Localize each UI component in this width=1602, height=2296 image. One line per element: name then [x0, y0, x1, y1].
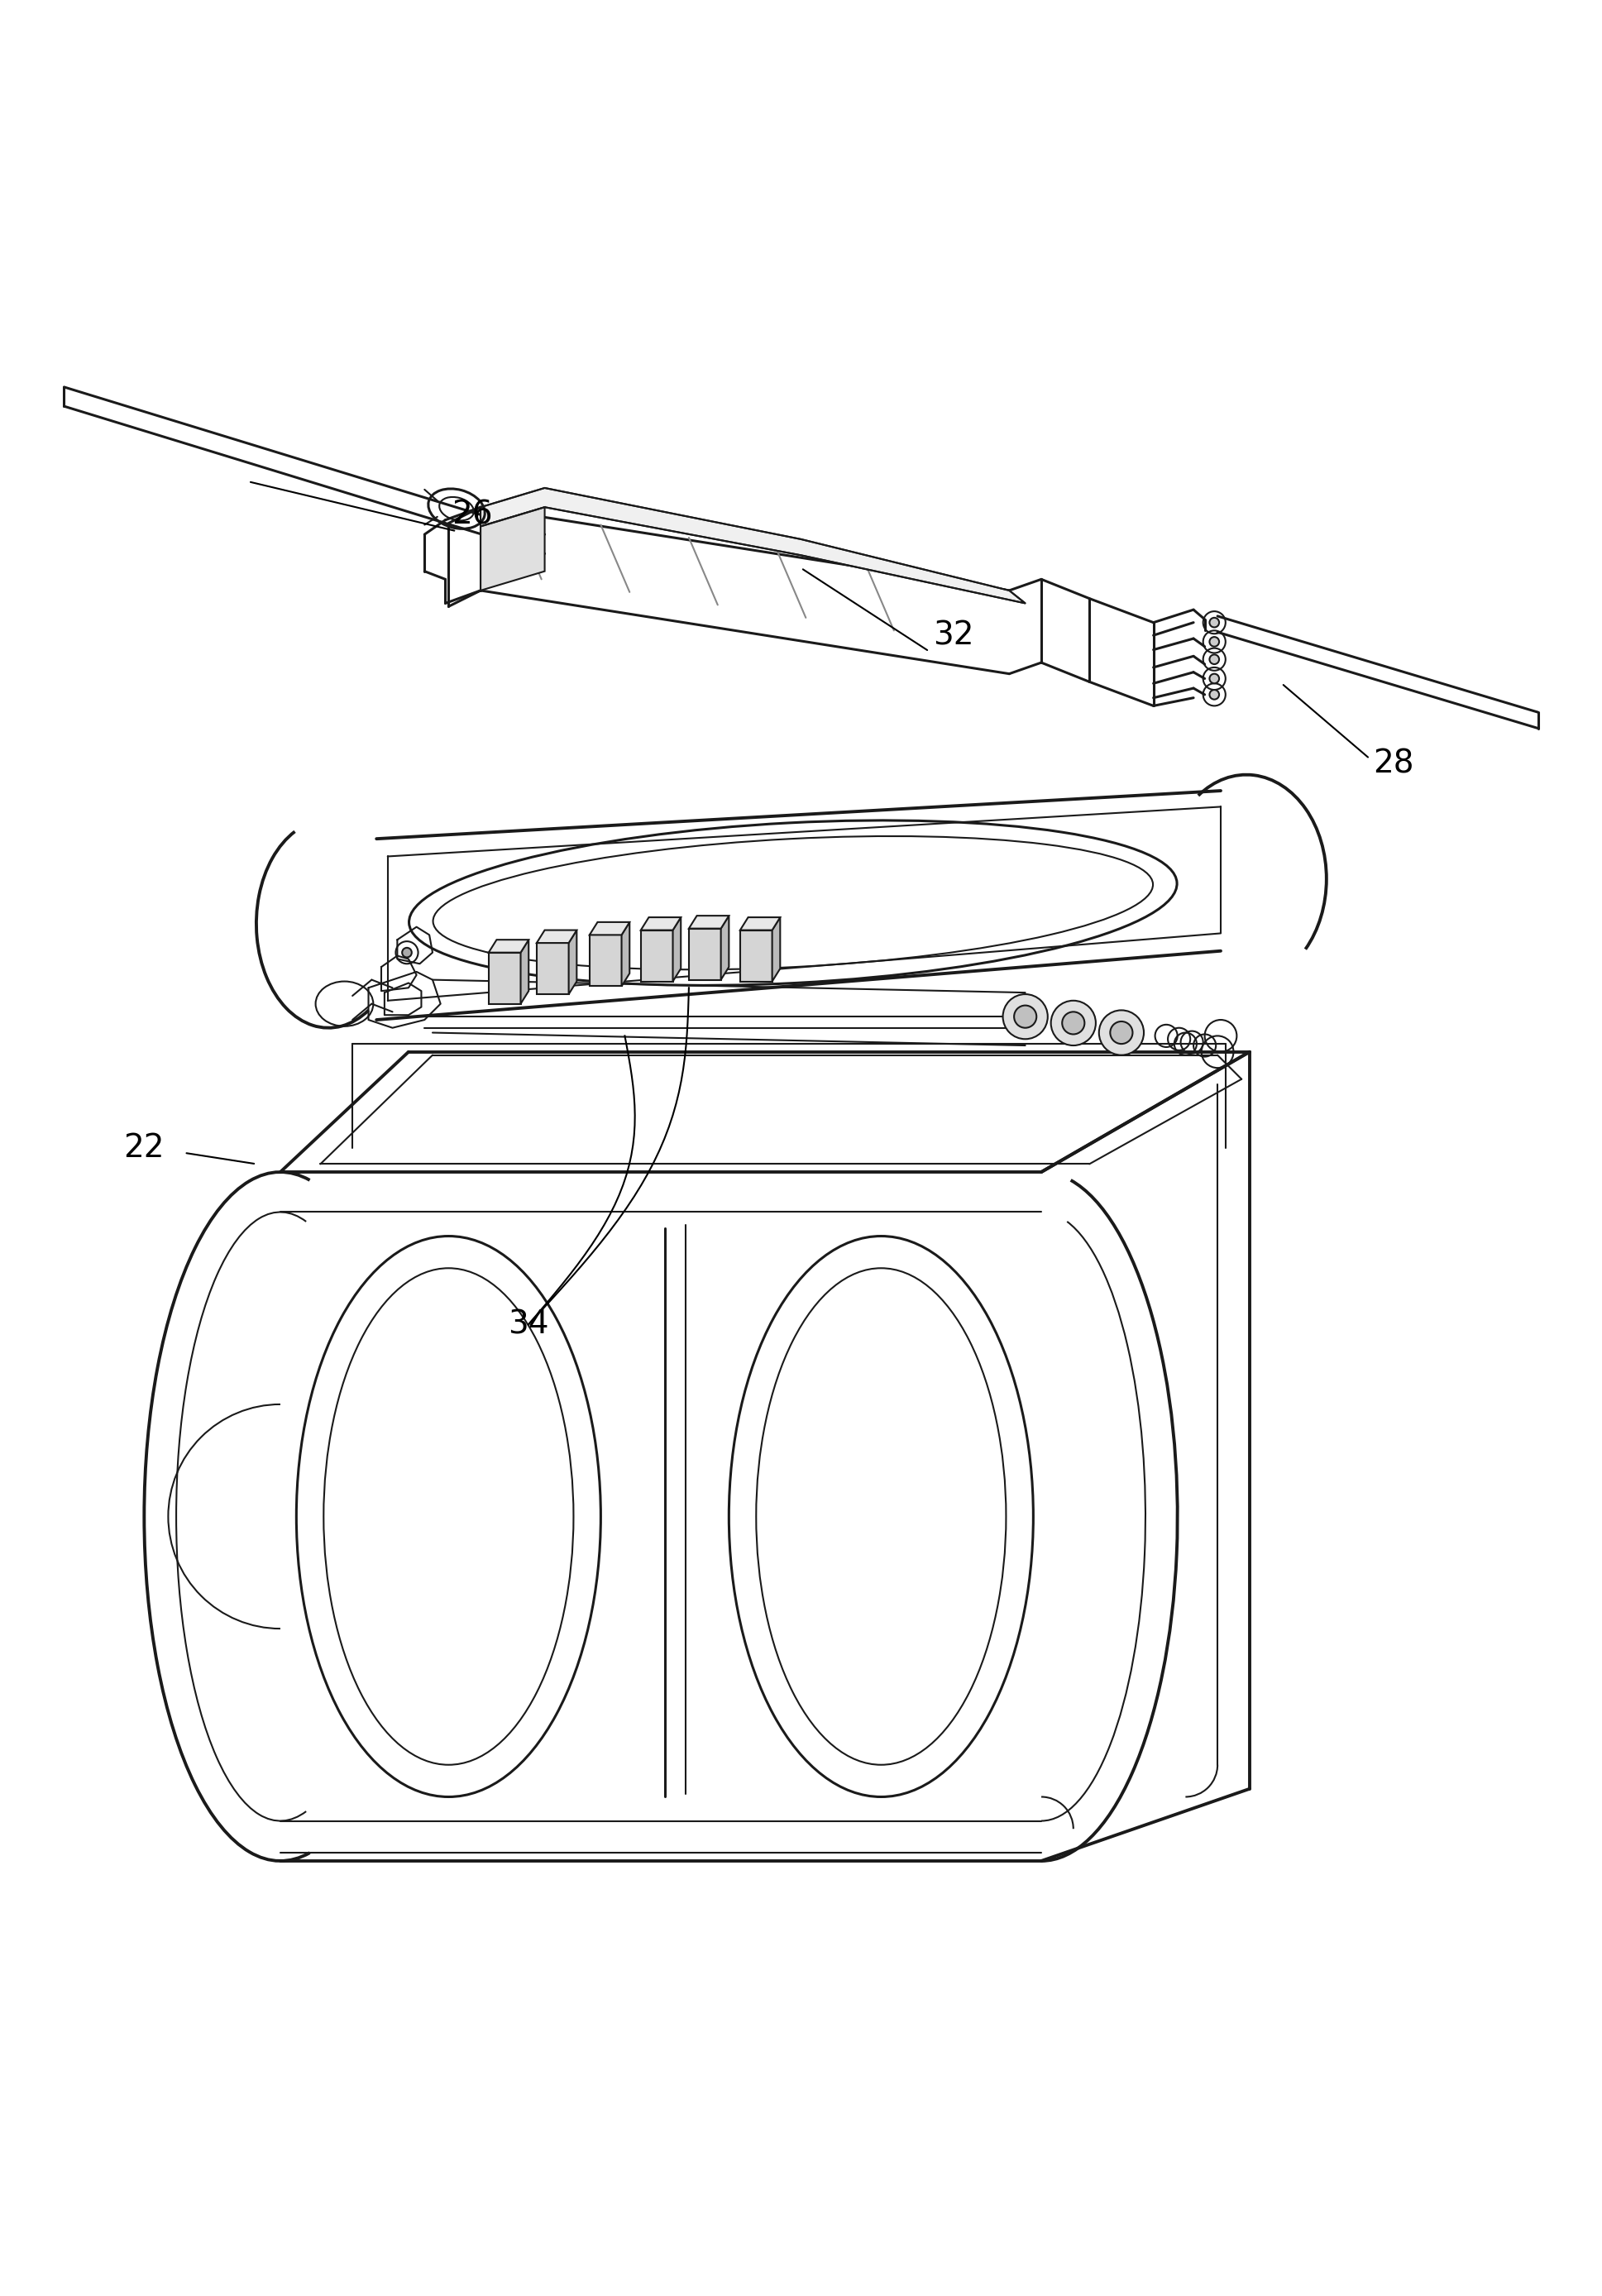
Polygon shape	[481, 507, 545, 590]
Polygon shape	[641, 918, 681, 930]
Polygon shape	[740, 918, 780, 930]
Polygon shape	[772, 918, 780, 980]
Polygon shape	[569, 930, 577, 994]
Circle shape	[1210, 636, 1219, 647]
Circle shape	[1210, 618, 1219, 627]
Circle shape	[402, 948, 412, 957]
Polygon shape	[537, 944, 569, 994]
Polygon shape	[641, 930, 673, 980]
Text: 34: 34	[508, 1309, 549, 1341]
Polygon shape	[481, 489, 1025, 604]
Polygon shape	[590, 923, 630, 934]
Circle shape	[1099, 1010, 1144, 1056]
Text: 32: 32	[932, 620, 974, 652]
Polygon shape	[489, 953, 521, 1003]
Polygon shape	[537, 930, 577, 944]
Polygon shape	[622, 923, 630, 987]
Circle shape	[1051, 1001, 1096, 1045]
Text: 26: 26	[452, 501, 493, 530]
Circle shape	[1210, 689, 1219, 700]
Polygon shape	[689, 916, 729, 928]
Circle shape	[1014, 1006, 1036, 1029]
Polygon shape	[590, 934, 622, 987]
Text: 28: 28	[1373, 748, 1415, 778]
Polygon shape	[489, 939, 529, 953]
Polygon shape	[689, 928, 721, 980]
Polygon shape	[721, 916, 729, 980]
Text: 22: 22	[123, 1132, 165, 1164]
Circle shape	[1110, 1022, 1133, 1045]
Polygon shape	[740, 930, 772, 980]
Polygon shape	[673, 918, 681, 980]
Circle shape	[1210, 673, 1219, 684]
Polygon shape	[521, 939, 529, 1003]
Circle shape	[1062, 1013, 1085, 1033]
Circle shape	[1210, 654, 1219, 664]
Circle shape	[1003, 994, 1048, 1040]
